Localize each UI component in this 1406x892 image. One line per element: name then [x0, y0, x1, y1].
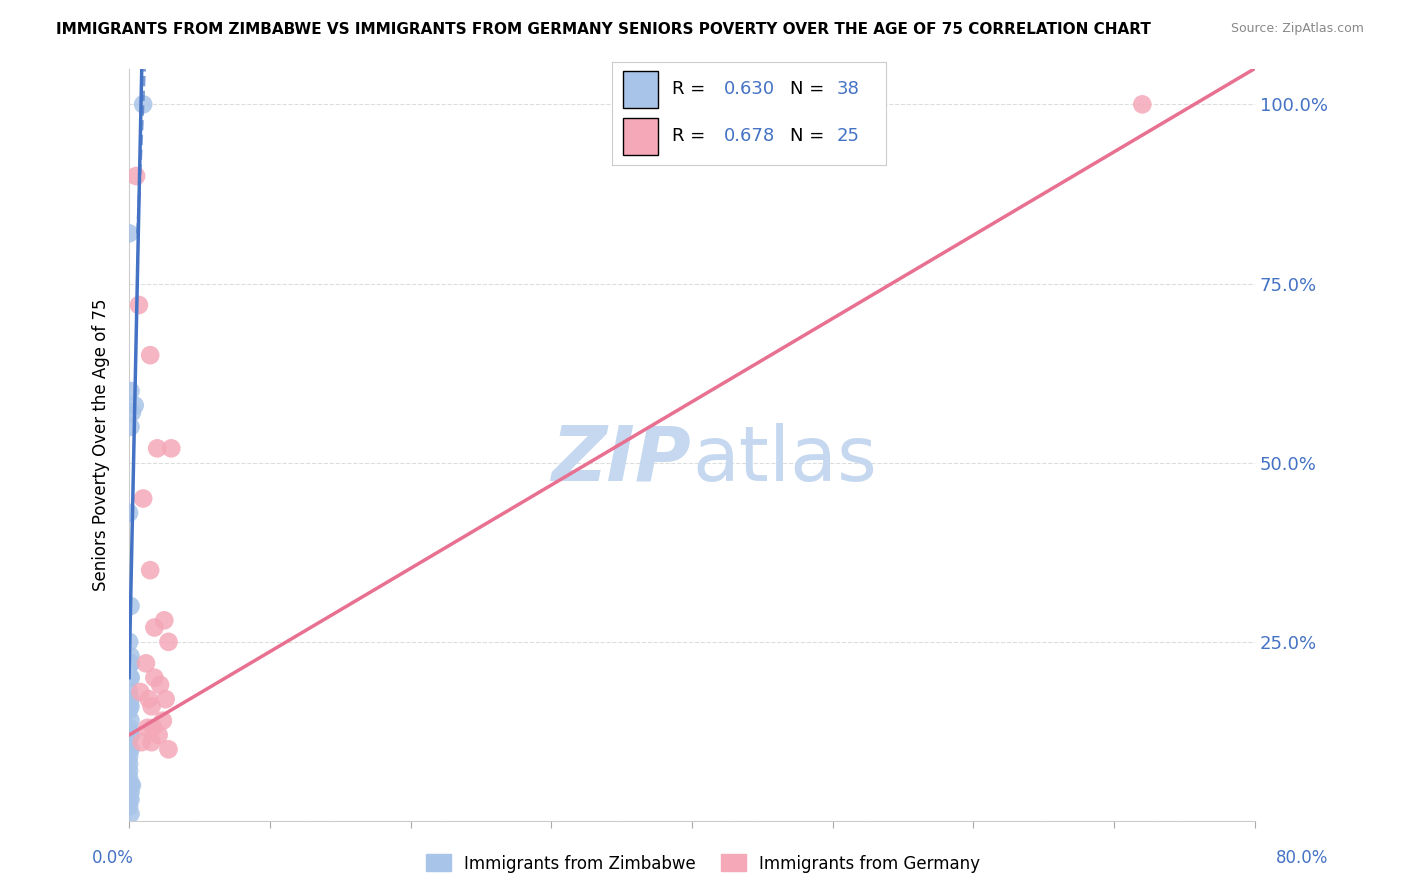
Text: 25: 25	[837, 128, 859, 145]
Point	[118, 227, 141, 241]
Point	[120, 599, 142, 613]
Point	[128, 298, 150, 312]
Point	[132, 491, 155, 506]
Point	[155, 692, 177, 706]
Point	[157, 635, 180, 649]
Point	[120, 657, 142, 671]
Text: IMMIGRANTS FROM ZIMBABWE VS IMMIGRANTS FROM GERMANY SENIORS POVERTY OVER THE AGE: IMMIGRANTS FROM ZIMBABWE VS IMMIGRANTS F…	[56, 22, 1152, 37]
Text: N =: N =	[790, 128, 830, 145]
Point	[118, 699, 141, 714]
Point	[120, 384, 142, 398]
Point	[149, 678, 172, 692]
Point	[142, 721, 165, 735]
Text: 80.0%: 80.0%	[1277, 849, 1329, 867]
Point	[118, 792, 141, 806]
Point	[118, 799, 141, 814]
Point	[118, 764, 141, 778]
Point	[153, 613, 176, 627]
Point	[120, 649, 142, 664]
Text: Source: ZipAtlas.com: Source: ZipAtlas.com	[1230, 22, 1364, 36]
Text: 0.0%: 0.0%	[91, 849, 134, 867]
FancyBboxPatch shape	[623, 118, 658, 155]
Point	[143, 620, 166, 634]
Point	[120, 792, 142, 806]
Point	[160, 442, 183, 456]
Point	[152, 714, 174, 728]
Point	[120, 785, 142, 799]
Point	[135, 657, 157, 671]
Point	[132, 97, 155, 112]
Point	[1130, 97, 1153, 112]
Point	[139, 563, 162, 577]
Point	[120, 420, 142, 434]
Point	[148, 728, 170, 742]
Point	[138, 692, 160, 706]
Point	[118, 756, 141, 771]
Text: R =: R =	[672, 80, 711, 98]
Point	[118, 506, 141, 520]
Point	[120, 728, 142, 742]
Point	[136, 721, 159, 735]
Point	[118, 731, 141, 746]
Point	[118, 635, 141, 649]
Point	[120, 742, 142, 756]
Text: 38: 38	[837, 80, 859, 98]
Text: 0.630: 0.630	[724, 80, 775, 98]
Point	[118, 685, 141, 699]
Point	[120, 699, 142, 714]
Text: N =: N =	[790, 80, 830, 98]
Point	[120, 778, 142, 792]
Point	[129, 685, 152, 699]
Point	[120, 671, 142, 685]
Text: R =: R =	[672, 128, 711, 145]
Point	[139, 348, 162, 362]
Point	[121, 778, 143, 792]
Point	[120, 714, 142, 728]
Y-axis label: Seniors Poverty Over the Age of 75: Seniors Poverty Over the Age of 75	[93, 299, 110, 591]
FancyBboxPatch shape	[623, 70, 658, 108]
Point	[118, 742, 141, 756]
Point	[118, 721, 141, 735]
Point	[120, 671, 142, 685]
Point	[120, 657, 142, 671]
Text: 0.678: 0.678	[724, 128, 775, 145]
Point	[124, 398, 146, 412]
Point	[157, 742, 180, 756]
Point	[141, 735, 163, 749]
Point	[141, 699, 163, 714]
Point	[143, 671, 166, 685]
Text: atlas: atlas	[692, 423, 877, 497]
Legend: Immigrants from Zimbabwe, Immigrants from Germany: Immigrants from Zimbabwe, Immigrants fro…	[419, 847, 987, 880]
Point	[125, 169, 148, 183]
Point	[120, 692, 142, 706]
Point	[120, 657, 142, 671]
Point	[131, 735, 153, 749]
Point	[121, 405, 143, 419]
Point	[120, 728, 142, 742]
Point	[120, 806, 142, 821]
Point	[118, 749, 141, 764]
Point	[118, 771, 141, 785]
Point	[118, 703, 141, 717]
Text: ZIP: ZIP	[553, 423, 692, 497]
Point	[146, 442, 169, 456]
